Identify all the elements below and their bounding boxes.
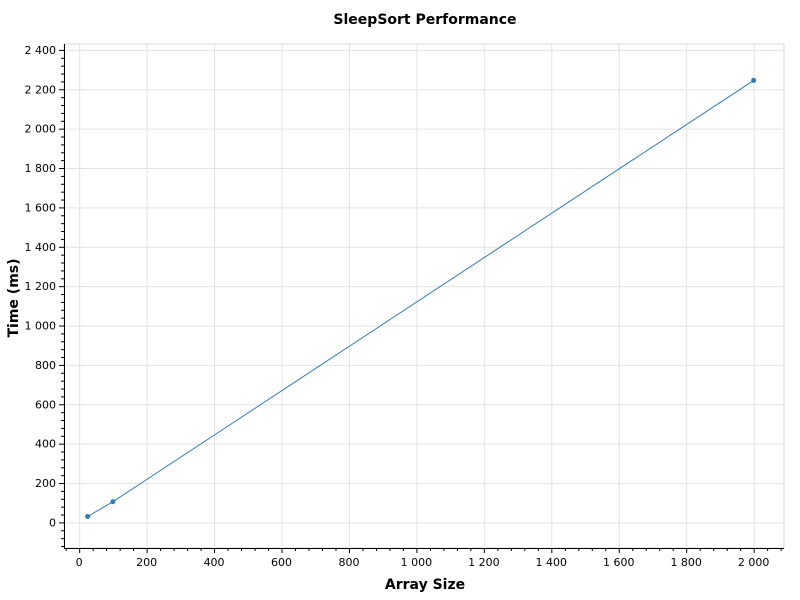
x-tick-label: 200	[136, 556, 157, 569]
y-tick-label: 0	[49, 516, 56, 529]
y-tick-label: 1 600	[25, 201, 57, 214]
y-axis-title: Time (ms)	[6, 258, 22, 337]
y-tick-label: 800	[35, 359, 56, 372]
x-tick-label: 400	[204, 556, 225, 569]
x-tick-label: 1 200	[468, 556, 500, 569]
data-point	[85, 514, 91, 519]
axes	[64, 44, 784, 549]
y-tick-label: 2 000	[25, 123, 57, 136]
x-tick-label: 0	[76, 556, 83, 569]
x-tick-label: 800	[338, 556, 359, 569]
x-tick-label: 1 800	[670, 556, 702, 569]
data-point	[110, 499, 116, 505]
series-layer	[85, 77, 757, 519]
chart-title: SleepSort Performance	[333, 12, 516, 28]
x-axis-title: Array Size	[385, 577, 465, 593]
ticks: 0 200 400 600 800 1 000 1 200 1 400 1 600 1 800 2 …	[25, 44, 782, 569]
x-tick-label: 1 600	[603, 556, 635, 569]
y-tick-label: 1 200	[25, 280, 57, 293]
y-tick-label: 1 400	[25, 241, 57, 254]
y-tick-label: 1 800	[25, 162, 57, 175]
series-line	[87, 80, 754, 517]
y-tick-label: 1 000	[25, 320, 57, 333]
x-tick-label: 1 000	[401, 556, 433, 569]
x-tick-label: 2 000	[738, 556, 770, 569]
x-tick-label: 1 400	[536, 556, 568, 569]
y-tick-label: 2 200	[25, 83, 57, 96]
x-tick-label: 600	[271, 556, 292, 569]
y-tick-label: 600	[35, 398, 56, 411]
plot-frame	[63, 43, 785, 549]
y-tick-label: 2 400	[25, 44, 57, 57]
y-tick-label: 200	[35, 477, 56, 490]
y-tick-label: 400	[35, 438, 56, 451]
data-point	[751, 77, 757, 83]
grid	[63, 43, 785, 549]
